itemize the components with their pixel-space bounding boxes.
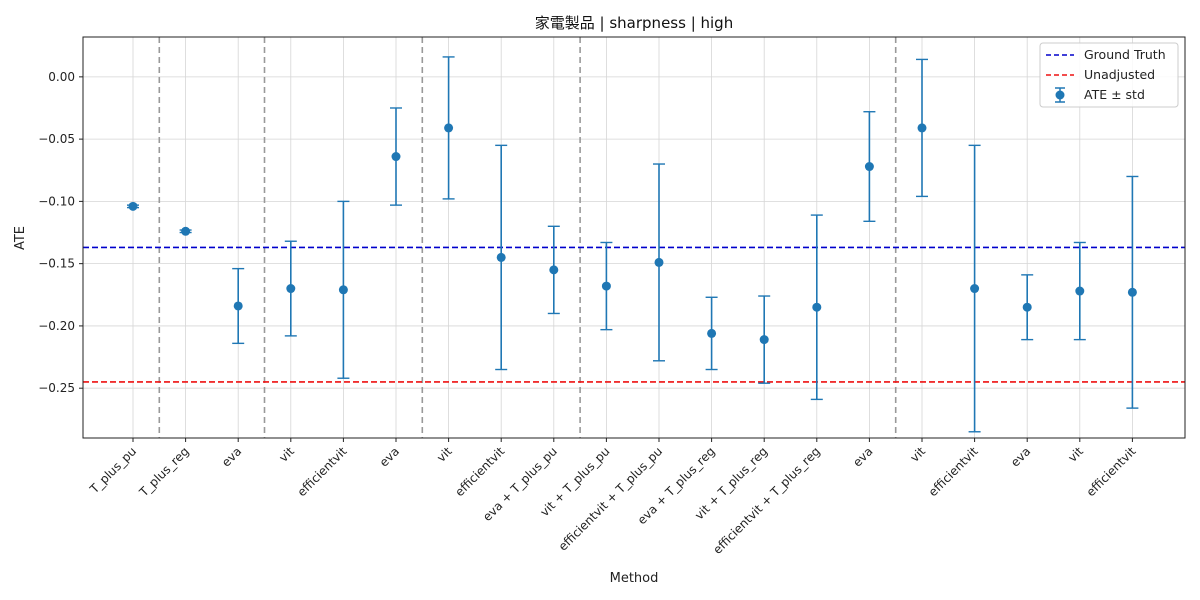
legend-box <box>1039 42 1179 108</box>
reference-lines <box>83 246 1185 383</box>
data-point <box>128 201 138 211</box>
data-point <box>1127 287 1137 297</box>
data-point <box>496 252 506 262</box>
plot-frame <box>82 36 1186 439</box>
data-point <box>338 285 348 295</box>
data-point <box>917 123 927 133</box>
legend: Ground Truth Unadjusted ATE ± std <box>1039 42 1179 108</box>
data-point <box>233 301 243 311</box>
data-point <box>759 335 769 345</box>
y-tick-label: 0.00 <box>48 70 75 84</box>
y-tick-label: −0.15 <box>38 257 75 271</box>
data-point <box>444 123 454 133</box>
y-tick-label: −0.20 <box>38 319 75 333</box>
data-point <box>864 162 874 172</box>
group-separators <box>158 37 897 438</box>
data-point <box>286 284 296 294</box>
data-point <box>970 284 980 294</box>
y-ticks: 0.00 −0.05 −0.10 −0.15 −0.20 −0.25 <box>38 70 83 395</box>
data-points <box>128 123 1137 345</box>
legend-unadjusted-label: Unadjusted <box>1084 67 1155 82</box>
legend-ate-label: ATE ± std <box>1084 87 1145 102</box>
chart-title: 家電製品 | sharpness | high <box>535 14 733 32</box>
data-point <box>391 152 401 162</box>
data-point <box>654 257 664 267</box>
y-tick-label: −0.10 <box>38 194 75 208</box>
data-point <box>707 328 717 338</box>
legend-ate-swatch-marker <box>1055 90 1065 100</box>
y-tick-label: −0.05 <box>38 132 75 146</box>
data-point <box>1075 286 1085 296</box>
data-point <box>812 302 822 312</box>
data-point <box>1022 302 1032 312</box>
data-point <box>549 265 559 275</box>
y-axis-title: ATE <box>13 226 28 250</box>
data-point <box>181 226 191 236</box>
data-point <box>601 281 611 291</box>
y-tick-label: −0.25 <box>38 381 75 395</box>
x-axis-title: Method <box>610 571 659 586</box>
legend-ground-truth-label: Ground Truth <box>1084 47 1166 62</box>
